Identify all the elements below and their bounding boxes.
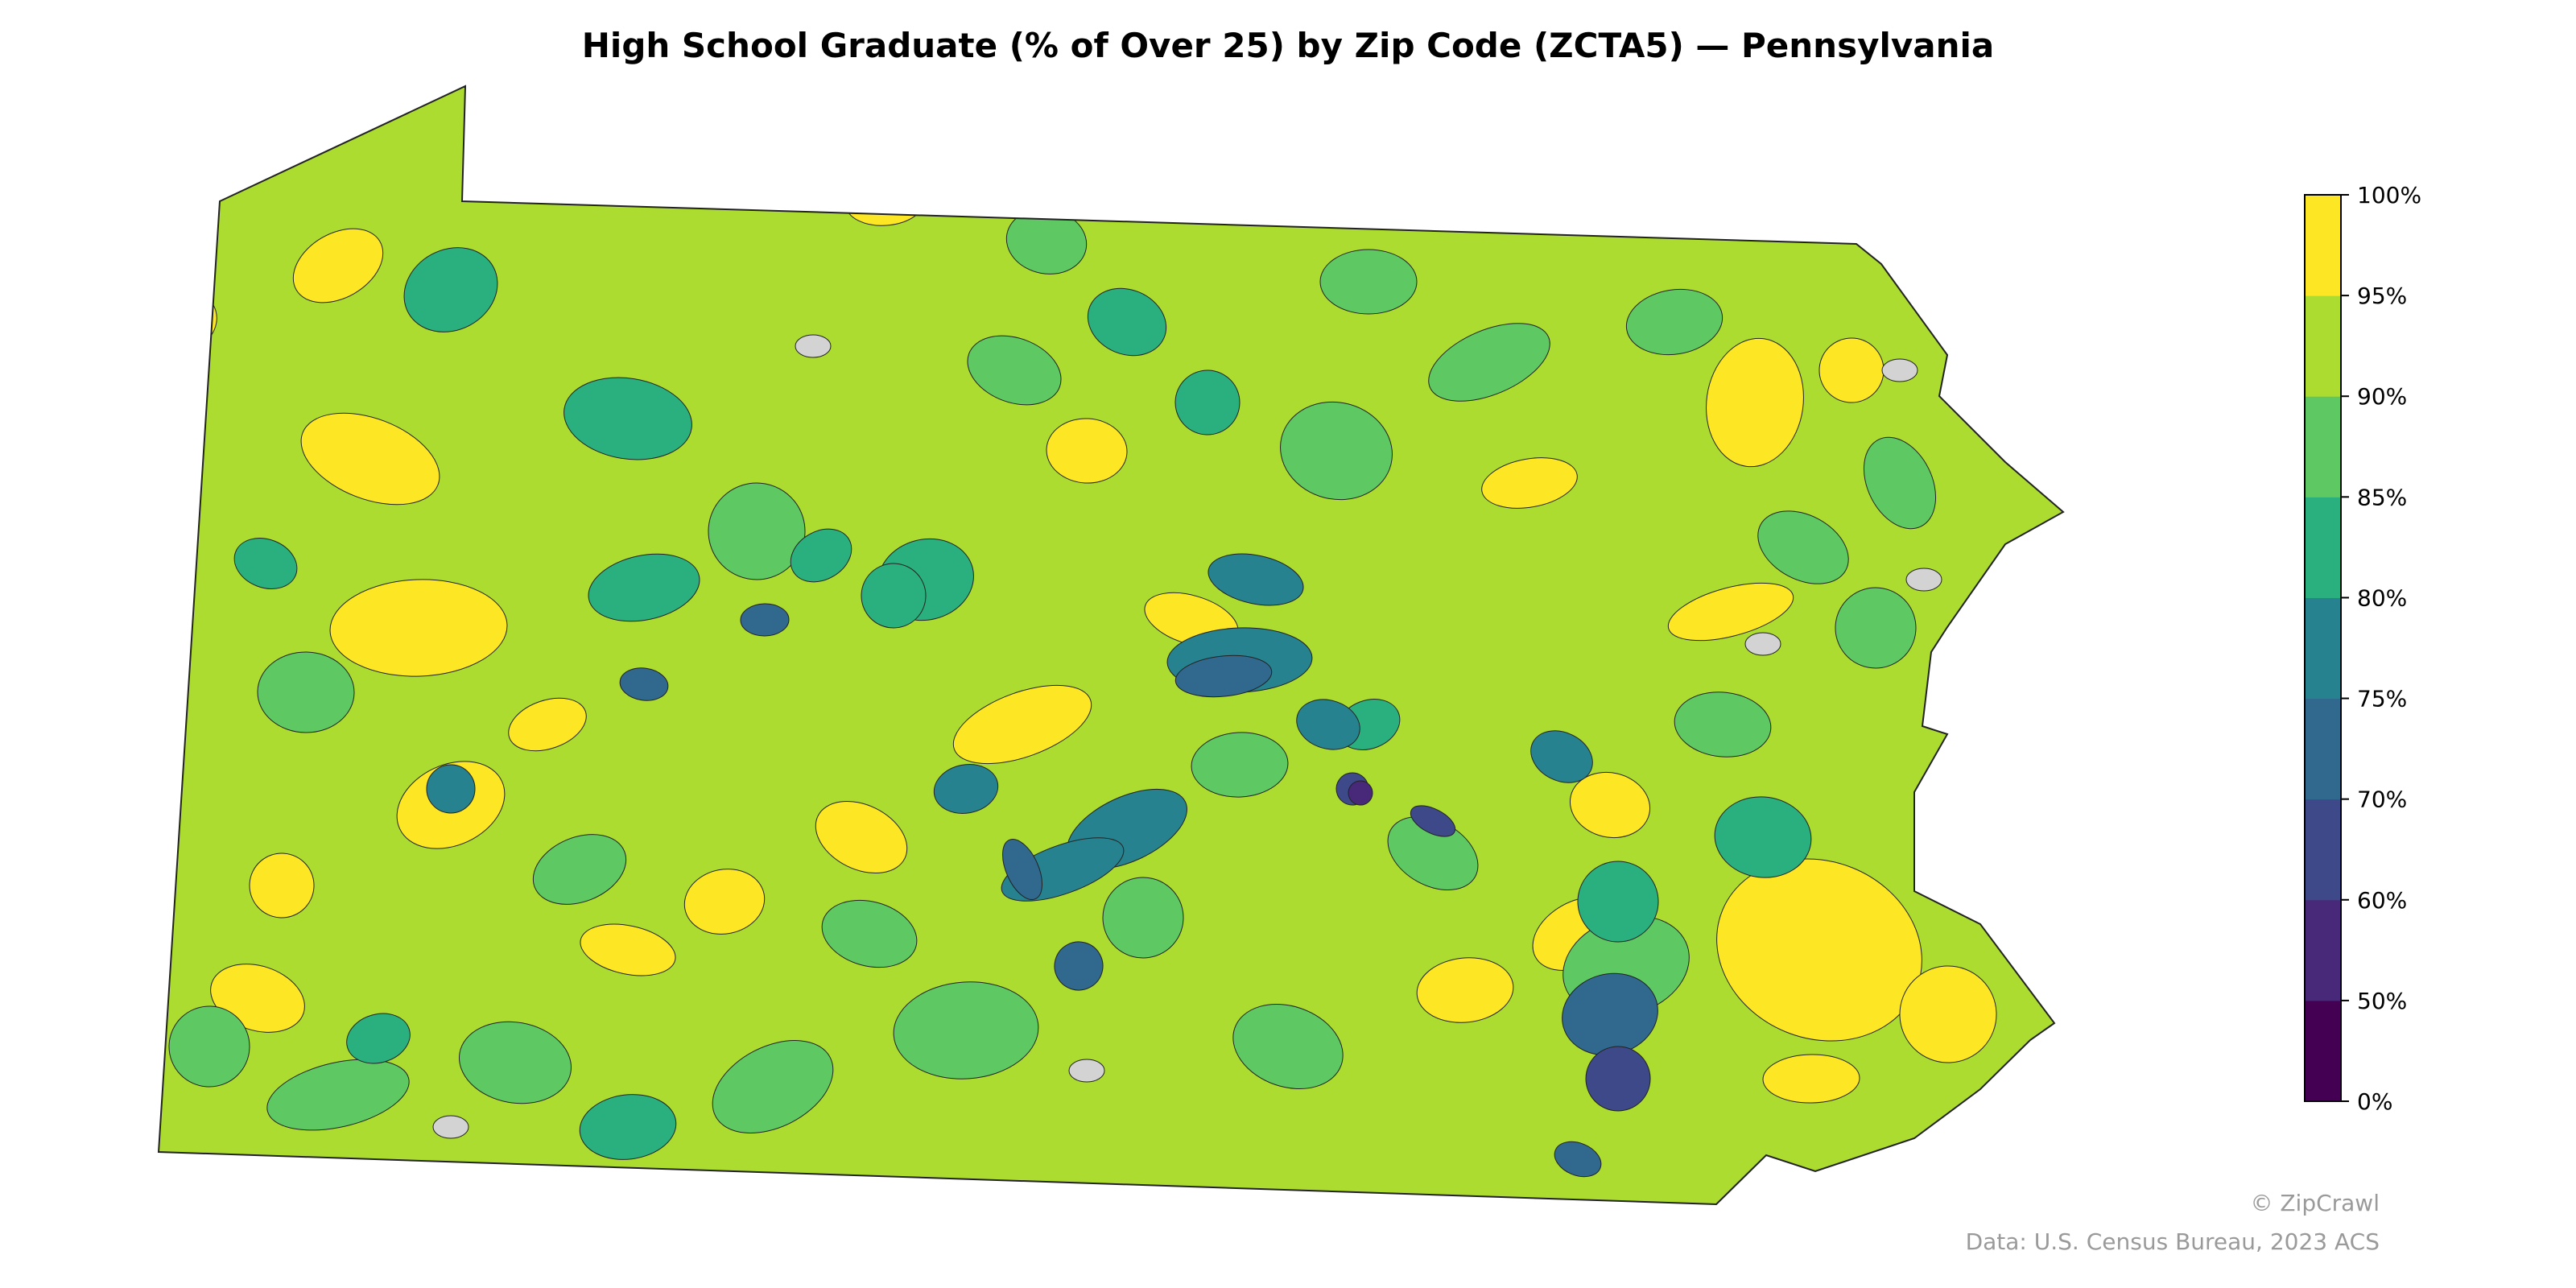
zip-area — [708, 482, 806, 580]
zip-area — [821, 899, 918, 968]
source-text: Data: U.S. Census Bureau, 2023 ACS — [1965, 1228, 2380, 1255]
zip-area — [564, 377, 692, 460]
zip-area — [1416, 957, 1514, 1023]
zip-area — [1410, 805, 1456, 837]
zip-area — [532, 834, 627, 905]
zip-area — [346, 1013, 411, 1064]
colorbar-tick-label: 70% — [2357, 786, 2407, 813]
zip-area — [619, 667, 669, 701]
zip-area — [1899, 965, 1997, 1063]
zip-area — [266, 1059, 410, 1131]
zip-area — [967, 335, 1062, 406]
zip-area — [1863, 436, 1937, 530]
colorbar-tick-label: 60% — [2357, 887, 2407, 914]
colorbar-tick-label: 95% — [2357, 283, 2407, 309]
zip-area — [1296, 699, 1360, 750]
zip-area — [1714, 796, 1812, 878]
zip-area — [952, 684, 1092, 765]
zip-area — [292, 228, 384, 303]
zip-area — [1174, 654, 1273, 698]
zip-area — [1674, 691, 1772, 758]
zip-area — [1208, 553, 1304, 606]
no-data-area — [1068, 1059, 1105, 1083]
zip-area — [933, 764, 999, 814]
no-data-area — [1881, 358, 1918, 382]
zip-area — [1280, 401, 1393, 501]
zip-area — [579, 1094, 677, 1160]
zip-area — [1087, 287, 1167, 357]
zip-area — [1625, 288, 1724, 356]
colorbar-frame — [2304, 194, 2342, 1102]
no-data-area — [1744, 632, 1781, 656]
zip-area — [815, 800, 908, 874]
zip-area — [1706, 337, 1804, 468]
zip-area — [426, 764, 476, 814]
colorbar-bin — [2305, 799, 2341, 901]
zip-area — [403, 247, 498, 332]
colorbar-bin — [2305, 497, 2341, 598]
zip-area — [257, 651, 355, 733]
zip-area — [1102, 877, 1184, 959]
zip-area — [580, 923, 676, 976]
zip-area — [1232, 1004, 1344, 1089]
zip-area — [1481, 457, 1578, 509]
colorbar-bin — [2305, 1000, 2341, 1102]
zip-area — [740, 603, 790, 637]
zip-area — [1428, 323, 1550, 402]
zip-area — [233, 538, 298, 589]
zip-area — [1577, 861, 1659, 943]
zip-area — [1191, 732, 1289, 798]
zip-area — [1757, 510, 1849, 584]
colorbar-bin — [2305, 899, 2341, 1001]
zip-area — [459, 1021, 572, 1104]
zip-area — [168, 1005, 250, 1088]
zip-area — [712, 1040, 834, 1133]
zip-area — [1818, 337, 1885, 403]
zip-area — [329, 579, 508, 677]
zip-area — [1554, 1141, 1602, 1178]
zip-area — [1585, 1046, 1651, 1112]
zip-area — [1054, 941, 1104, 991]
zip-area — [1046, 418, 1128, 484]
zip-area — [588, 553, 700, 622]
zip-area — [1348, 780, 1373, 806]
state-border — [157, 85, 2065, 1206]
zip-area — [1002, 839, 1042, 900]
colorbar-tick-label: 90% — [2357, 383, 2407, 410]
zip-area — [1667, 582, 1794, 642]
no-data-area — [1905, 568, 1942, 592]
zip-area — [683, 869, 766, 935]
zip-area — [508, 697, 587, 752]
zip-area — [861, 563, 927, 629]
zip-area — [1174, 369, 1241, 436]
no-data-area — [432, 1115, 469, 1139]
colorbar-tick-label: 100% — [2357, 182, 2421, 208]
zip-area — [1530, 730, 1593, 783]
colorbar-bin — [2305, 396, 2341, 497]
colorbar-bin — [2305, 597, 2341, 700]
colorbar-tick-label: 50% — [2357, 988, 2407, 1014]
zip-area — [790, 528, 852, 583]
colorbar-tick-label: 85% — [2357, 484, 2407, 510]
map-title: High School Graduate (% of Over 25) by Z… — [581, 26, 1995, 65]
zip-area — [893, 981, 1039, 1080]
colorbar-tick-label: 0% — [2357, 1088, 2392, 1115]
zip-area — [1319, 249, 1418, 315]
credit-text: © ZipCrawl — [2250, 1190, 2380, 1216]
zip-area — [300, 412, 440, 506]
zip-area — [1835, 587, 1917, 669]
colorbar-tick-label: 80% — [2357, 584, 2407, 611]
colorbar-tick-label: 75% — [2357, 686, 2407, 712]
zip-area — [1569, 771, 1651, 839]
colorbar-bin — [2305, 295, 2341, 397]
zip-area — [249, 852, 315, 919]
no-data-area — [795, 334, 832, 358]
colorbar-bin — [2305, 698, 2341, 800]
colorbar-bin — [2305, 195, 2341, 296]
zip-area — [1762, 1054, 1860, 1104]
